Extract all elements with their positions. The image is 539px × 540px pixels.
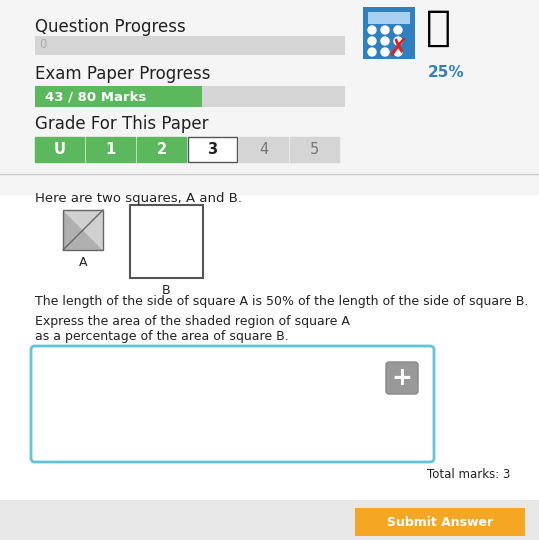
Circle shape (394, 48, 402, 56)
Bar (239, 137, 288, 162)
Text: Question Progress: Question Progress (35, 18, 186, 36)
Text: Submit Answer: Submit Answer (387, 516, 493, 529)
Text: 1: 1 (106, 142, 116, 157)
Bar (35, 137, 84, 162)
Circle shape (381, 37, 389, 45)
Text: The length of the side of square A is 50% of the length of the side of square B.: The length of the side of square A is 50… (35, 295, 528, 308)
Bar (86, 137, 135, 162)
Polygon shape (63, 210, 103, 250)
Text: U: U (53, 142, 66, 157)
Circle shape (394, 26, 402, 34)
Text: Total marks: 3: Total marks: 3 (427, 468, 510, 481)
Text: 🏆: 🏆 (426, 7, 451, 49)
Bar (0, 0, 539, 195)
Text: +: + (391, 366, 412, 390)
Text: Express the area of the shaded region of square A: Express the area of the shaded region of… (35, 315, 350, 328)
FancyBboxPatch shape (31, 346, 434, 462)
Bar (130, 205, 203, 278)
Bar (368, 12, 410, 24)
Text: ✗: ✗ (388, 37, 409, 61)
Bar (355, 508, 525, 536)
Circle shape (368, 37, 376, 45)
Text: Here are two squares, A and B.: Here are two squares, A and B. (35, 192, 242, 205)
Text: 25%: 25% (428, 65, 465, 80)
Bar (63, 210, 103, 250)
Text: 43 / 80 Marks: 43 / 80 Marks (45, 90, 147, 103)
Text: 3: 3 (208, 142, 218, 157)
Bar (290, 137, 339, 162)
Text: as a percentage of the area of square B.: as a percentage of the area of square B. (35, 330, 289, 343)
Bar (188, 137, 237, 162)
Circle shape (368, 26, 376, 34)
Bar (363, 7, 415, 59)
Polygon shape (63, 210, 103, 250)
Circle shape (381, 26, 389, 34)
Text: A: A (79, 256, 87, 269)
Circle shape (394, 37, 402, 45)
Text: 4: 4 (259, 142, 268, 157)
Text: Grade For This Paper: Grade For This Paper (35, 115, 209, 133)
FancyBboxPatch shape (386, 362, 418, 394)
Bar (35, 86, 203, 107)
Circle shape (381, 48, 389, 56)
Bar (137, 137, 186, 162)
Text: Exam Paper Progress: Exam Paper Progress (35, 65, 211, 83)
Circle shape (368, 48, 376, 56)
Bar (0, 500, 539, 540)
Text: 0: 0 (39, 38, 46, 51)
Bar (35, 86, 345, 107)
Text: B: B (162, 284, 171, 297)
Text: 2: 2 (156, 142, 167, 157)
Bar (35, 36, 345, 55)
Text: 5: 5 (310, 142, 319, 157)
